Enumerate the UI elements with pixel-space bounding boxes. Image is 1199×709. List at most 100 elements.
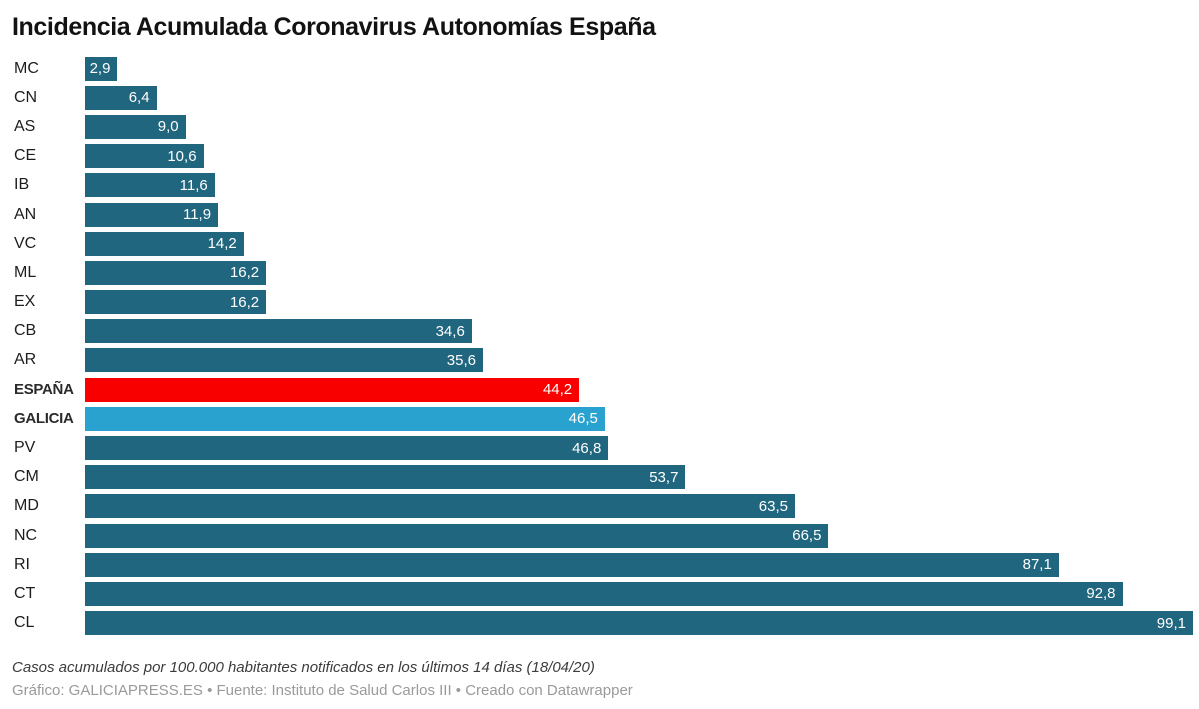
bar-vc: 14,2 — [85, 231, 244, 256]
bar-row: CN 6,4 — [12, 83, 1193, 112]
bar-track: 16,2 — [85, 260, 1193, 285]
value-label: 46,5 — [568, 410, 598, 428]
bar-row: ESPAÑA 44,2 — [12, 375, 1193, 404]
chart-title: Incidencia Acumulada Coronavirus Autonom… — [12, 13, 656, 41]
bar-row: NC 66,5 — [12, 521, 1193, 550]
bar-row: AS 9,0 — [12, 112, 1193, 141]
bar-row: CM 53,7 — [12, 463, 1193, 492]
bar-row: PV 46,8 — [12, 433, 1193, 462]
bar-ar: 35,6 — [85, 348, 483, 373]
bar-españa: 44,2 — [85, 377, 580, 402]
bar-track: 92,8 — [85, 581, 1193, 606]
bar-row: EX 16,2 — [12, 288, 1193, 317]
bar-track: 11,9 — [85, 202, 1193, 227]
bar-mc: 2,9 — [85, 56, 118, 81]
category-label: ESPAÑA — [14, 381, 74, 399]
bar-chart: MC 2,9 CN 6,4 AS 9,0 CE 10,6 IB 11,6 AN 11,9 VC 14,2 M… — [12, 54, 1193, 638]
bar-galicia: 46,5 — [85, 406, 605, 431]
bar-track: 35,6 — [85, 348, 1193, 373]
value-label: 9,0 — [157, 118, 179, 136]
bar-cl: 99,1 — [85, 611, 1193, 636]
value-label: 14,2 — [207, 235, 237, 253]
bar-row: RI 87,1 — [12, 550, 1193, 579]
footnote: Casos acumulados por 100.000 habitantes … — [12, 658, 595, 676]
category-label: CM — [14, 468, 39, 486]
category-label: ML — [14, 263, 37, 281]
value-label: 35,6 — [446, 351, 476, 369]
bar-row: MC 2,9 — [12, 54, 1193, 83]
category-label: VC — [14, 234, 37, 252]
value-label: 92,8 — [1086, 585, 1116, 603]
bar-row: CE 10,6 — [12, 142, 1193, 171]
attribution: Gráfico: GALICIAPRESS.ES • Fuente: Insti… — [12, 681, 633, 699]
category-label: GALICIA — [14, 410, 74, 428]
bar-cn: 6,4 — [85, 85, 157, 110]
bar-track: 66,5 — [85, 523, 1193, 548]
bar-track: 10,6 — [85, 144, 1193, 169]
category-label: AN — [14, 205, 37, 223]
category-label: AR — [14, 351, 37, 369]
bar-track: 46,8 — [85, 436, 1193, 461]
value-label: 34,6 — [435, 322, 465, 340]
bar-track: 46,5 — [85, 406, 1193, 431]
category-label: PV — [14, 439, 36, 457]
bar-track: 16,2 — [85, 290, 1193, 315]
bar-track: 2,9 — [85, 56, 1193, 81]
bar-track: 14,2 — [85, 231, 1193, 256]
category-label: AS — [14, 117, 36, 135]
bar-row: MD 63,5 — [12, 492, 1193, 521]
bar-ib: 11,6 — [85, 173, 215, 198]
bar-row: IB 11,6 — [12, 171, 1193, 200]
category-label: CT — [14, 584, 36, 602]
bar-track: 6,4 — [85, 85, 1193, 110]
category-label: RI — [14, 555, 30, 573]
bar-row: CB 34,6 — [12, 317, 1193, 346]
bar-row: CT 92,8 — [12, 579, 1193, 608]
category-label: IB — [14, 176, 30, 194]
category-label: CB — [14, 322, 37, 340]
category-label: MC — [14, 59, 39, 77]
bar-nc: 66,5 — [85, 523, 829, 548]
value-label: 10,6 — [167, 147, 197, 165]
category-label: EX — [14, 293, 36, 311]
bar-cb: 34,6 — [85, 319, 472, 344]
bar-ml: 16,2 — [85, 260, 267, 285]
bar-pv: 46,8 — [85, 436, 609, 461]
bar-row: ML 16,2 — [12, 258, 1193, 287]
value-label: 87,1 — [1022, 556, 1052, 574]
value-label: 44,2 — [542, 381, 573, 399]
value-label: 16,2 — [229, 264, 260, 282]
value-label: 99,1 — [1156, 614, 1186, 632]
bar-ct: 92,8 — [85, 581, 1123, 606]
value-label: 2,9 — [89, 60, 111, 78]
category-label: CN — [14, 88, 38, 106]
bar-track: 53,7 — [85, 465, 1193, 490]
category-label: MD — [14, 497, 39, 515]
bar-as: 9,0 — [85, 114, 186, 139]
bar-track: 9,0 — [85, 114, 1193, 139]
value-label: 53,7 — [649, 468, 679, 486]
bar-row: AN 11,9 — [12, 200, 1193, 229]
value-label: 63,5 — [758, 497, 788, 515]
bar-track: 11,6 — [85, 173, 1193, 198]
bar-cm: 53,7 — [85, 465, 686, 490]
bar-ce: 10,6 — [85, 144, 204, 169]
value-label: 11,9 — [182, 206, 212, 224]
bar-row: GALICIA 46,5 — [12, 404, 1193, 433]
bar-ex: 16,2 — [85, 290, 267, 315]
bar-an: 11,9 — [85, 202, 219, 227]
category-label: CE — [14, 147, 37, 165]
bar-row: AR 35,6 — [12, 346, 1193, 375]
value-label: 11,6 — [179, 176, 208, 194]
value-label: 16,2 — [229, 293, 260, 311]
bar-ri: 87,1 — [85, 552, 1059, 577]
bar-track: 44,2 — [85, 377, 1193, 402]
bar-row: VC 14,2 — [12, 229, 1193, 258]
value-label: 46,8 — [572, 439, 602, 457]
bar-track: 34,6 — [85, 319, 1193, 344]
bar-md: 63,5 — [85, 494, 795, 519]
category-label: CL — [14, 614, 35, 632]
bar-track: 63,5 — [85, 494, 1193, 519]
bar-row: CL 99,1 — [12, 609, 1193, 638]
